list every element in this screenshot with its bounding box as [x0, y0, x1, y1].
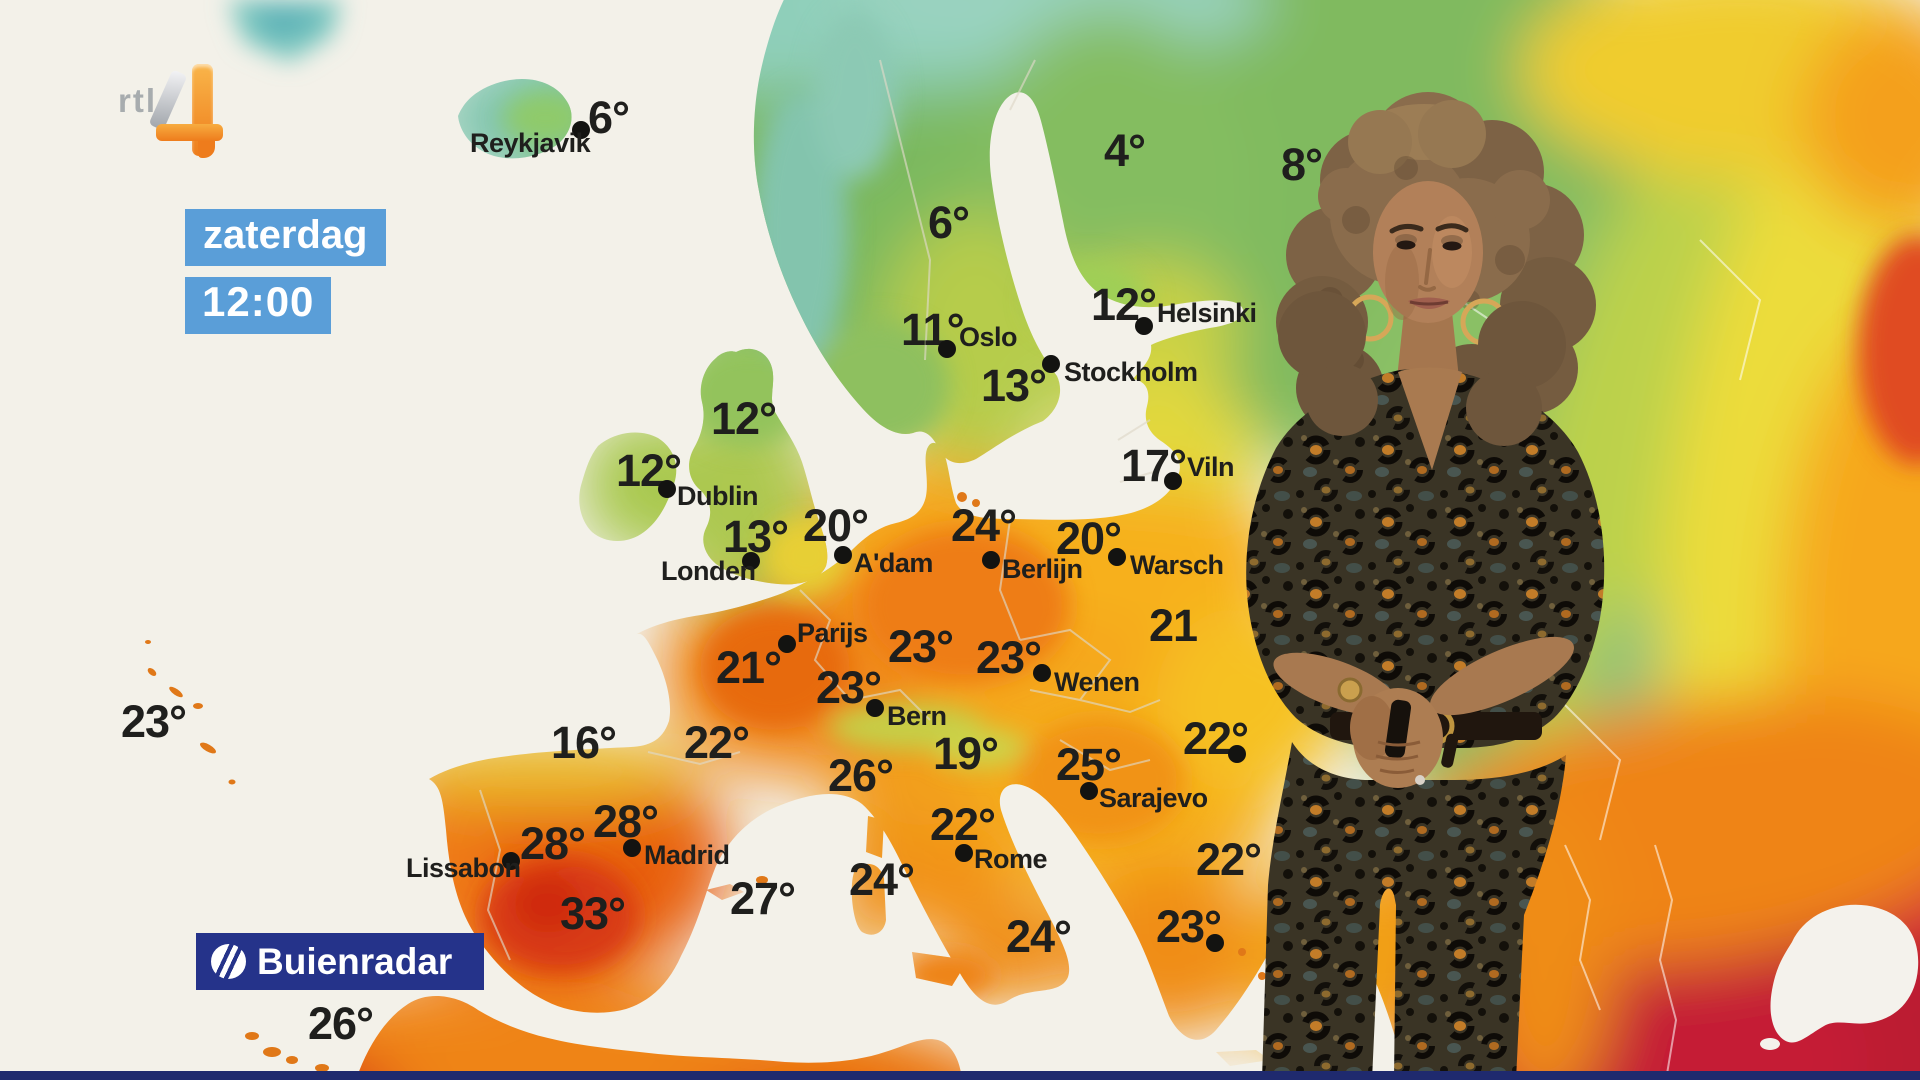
station-temp-label: 23° [888, 621, 954, 672]
station-dot [1042, 355, 1060, 373]
station-temp-label: 27° [730, 873, 796, 924]
country-borders-west [479, 59, 1161, 961]
day-badge: zaterdag [185, 209, 386, 266]
station-temp-label: 24° [951, 500, 1017, 551]
station-dot [778, 635, 796, 653]
station-dot [623, 839, 641, 857]
station-temp-label: 6° [928, 197, 970, 248]
station-city-label: Wenen [1054, 667, 1140, 697]
station-temp-label: 16° [551, 717, 617, 768]
station-dot [1108, 548, 1126, 566]
station-city-label: A'dam [854, 548, 933, 578]
station-dot [982, 551, 1000, 569]
station-dot [1080, 782, 1098, 800]
station-city-label: Berlijn [1002, 554, 1083, 584]
station-dot [1033, 664, 1051, 682]
station-dot [938, 340, 956, 358]
atlantic-islands [145, 492, 1289, 1077]
station-dot [955, 844, 973, 862]
station-temp-label: 28° [520, 818, 586, 869]
station-city-label: Dublin [677, 481, 758, 511]
station-city-label: Bern [887, 701, 947, 731]
station-dot [834, 546, 852, 564]
sea-inlet [1760, 1038, 1780, 1050]
station-dot [1164, 472, 1182, 490]
station-city-label: Sarajevo [1099, 783, 1208, 813]
station-temp-label: 26° [828, 750, 894, 801]
station-temp-label: 6° [588, 92, 630, 143]
station-city-label: Lissabon [406, 853, 521, 883]
station-dot [1206, 934, 1224, 952]
station-temp-label: 24° [1006, 911, 1072, 962]
station-dot [1135, 317, 1153, 335]
station-temp-label: 28° [593, 796, 659, 847]
black-sea-shape [1770, 904, 1919, 1043]
station-dot [866, 699, 884, 717]
rtl-logo-text: rtl [118, 82, 157, 119]
buienradar-logo-text: Buienradar [257, 941, 453, 982]
station-temp-label: 23° [976, 632, 1042, 683]
station-city-label: Helsinki [1157, 298, 1257, 328]
rtl4-number-crossbar-shape [156, 124, 223, 141]
station-temp-label: 13° [723, 511, 789, 562]
station-dot [1228, 745, 1246, 763]
station-temp-label: 26° [308, 998, 374, 1049]
time-badge: 12:00 [185, 277, 332, 334]
station-dot [502, 852, 520, 870]
station-temp-label: 19° [933, 728, 999, 779]
rtl4-number-foot-shape [198, 141, 215, 158]
station-city-label: Parijs [797, 618, 868, 648]
station-temp-label: 23° [121, 696, 187, 747]
arctic-landmass [228, 0, 342, 62]
bottom-bar [0, 1071, 1920, 1080]
station-temp-label: 33° [560, 888, 626, 939]
station-temp-label: 21° [716, 642, 782, 693]
station-temp-label: 21 [1149, 600, 1198, 651]
station-dot [658, 480, 676, 498]
station-temp-label: 24° [849, 854, 915, 905]
station-city-label: Madrid [644, 840, 730, 870]
rtl4-logo: rtl 4 [118, 62, 248, 164]
station-city-label: Oslo [959, 322, 1018, 352]
station-dot [742, 552, 760, 570]
station-temp-label: 22° [930, 799, 996, 850]
station-city-label: Reykjavik [470, 128, 591, 158]
station-temp-label: 8° [1281, 139, 1323, 190]
station-city-label: Viln [1187, 452, 1235, 482]
station-city-label: Warsch [1130, 550, 1224, 580]
station-city-label: Londen [661, 556, 756, 586]
station-city-label: Stockholm [1064, 357, 1198, 387]
rtl-channel-number: 4 [118, 62, 119, 63]
station-city-label: Rome [974, 844, 1048, 874]
station-temp-label: 22° [684, 717, 750, 768]
station-dot [572, 121, 590, 139]
station-temp-label: 22° [1196, 834, 1262, 885]
buienradar-logo: Buienradar [196, 933, 484, 990]
station-temp-label: 13° [981, 360, 1047, 411]
buienradar-radar-icon [211, 944, 246, 979]
station-temp-label: 25° [1056, 739, 1122, 790]
station-temp-label: 12° [711, 393, 777, 444]
station-temp-label: 4° [1104, 125, 1146, 176]
station-temp-label: 20° [803, 500, 869, 551]
